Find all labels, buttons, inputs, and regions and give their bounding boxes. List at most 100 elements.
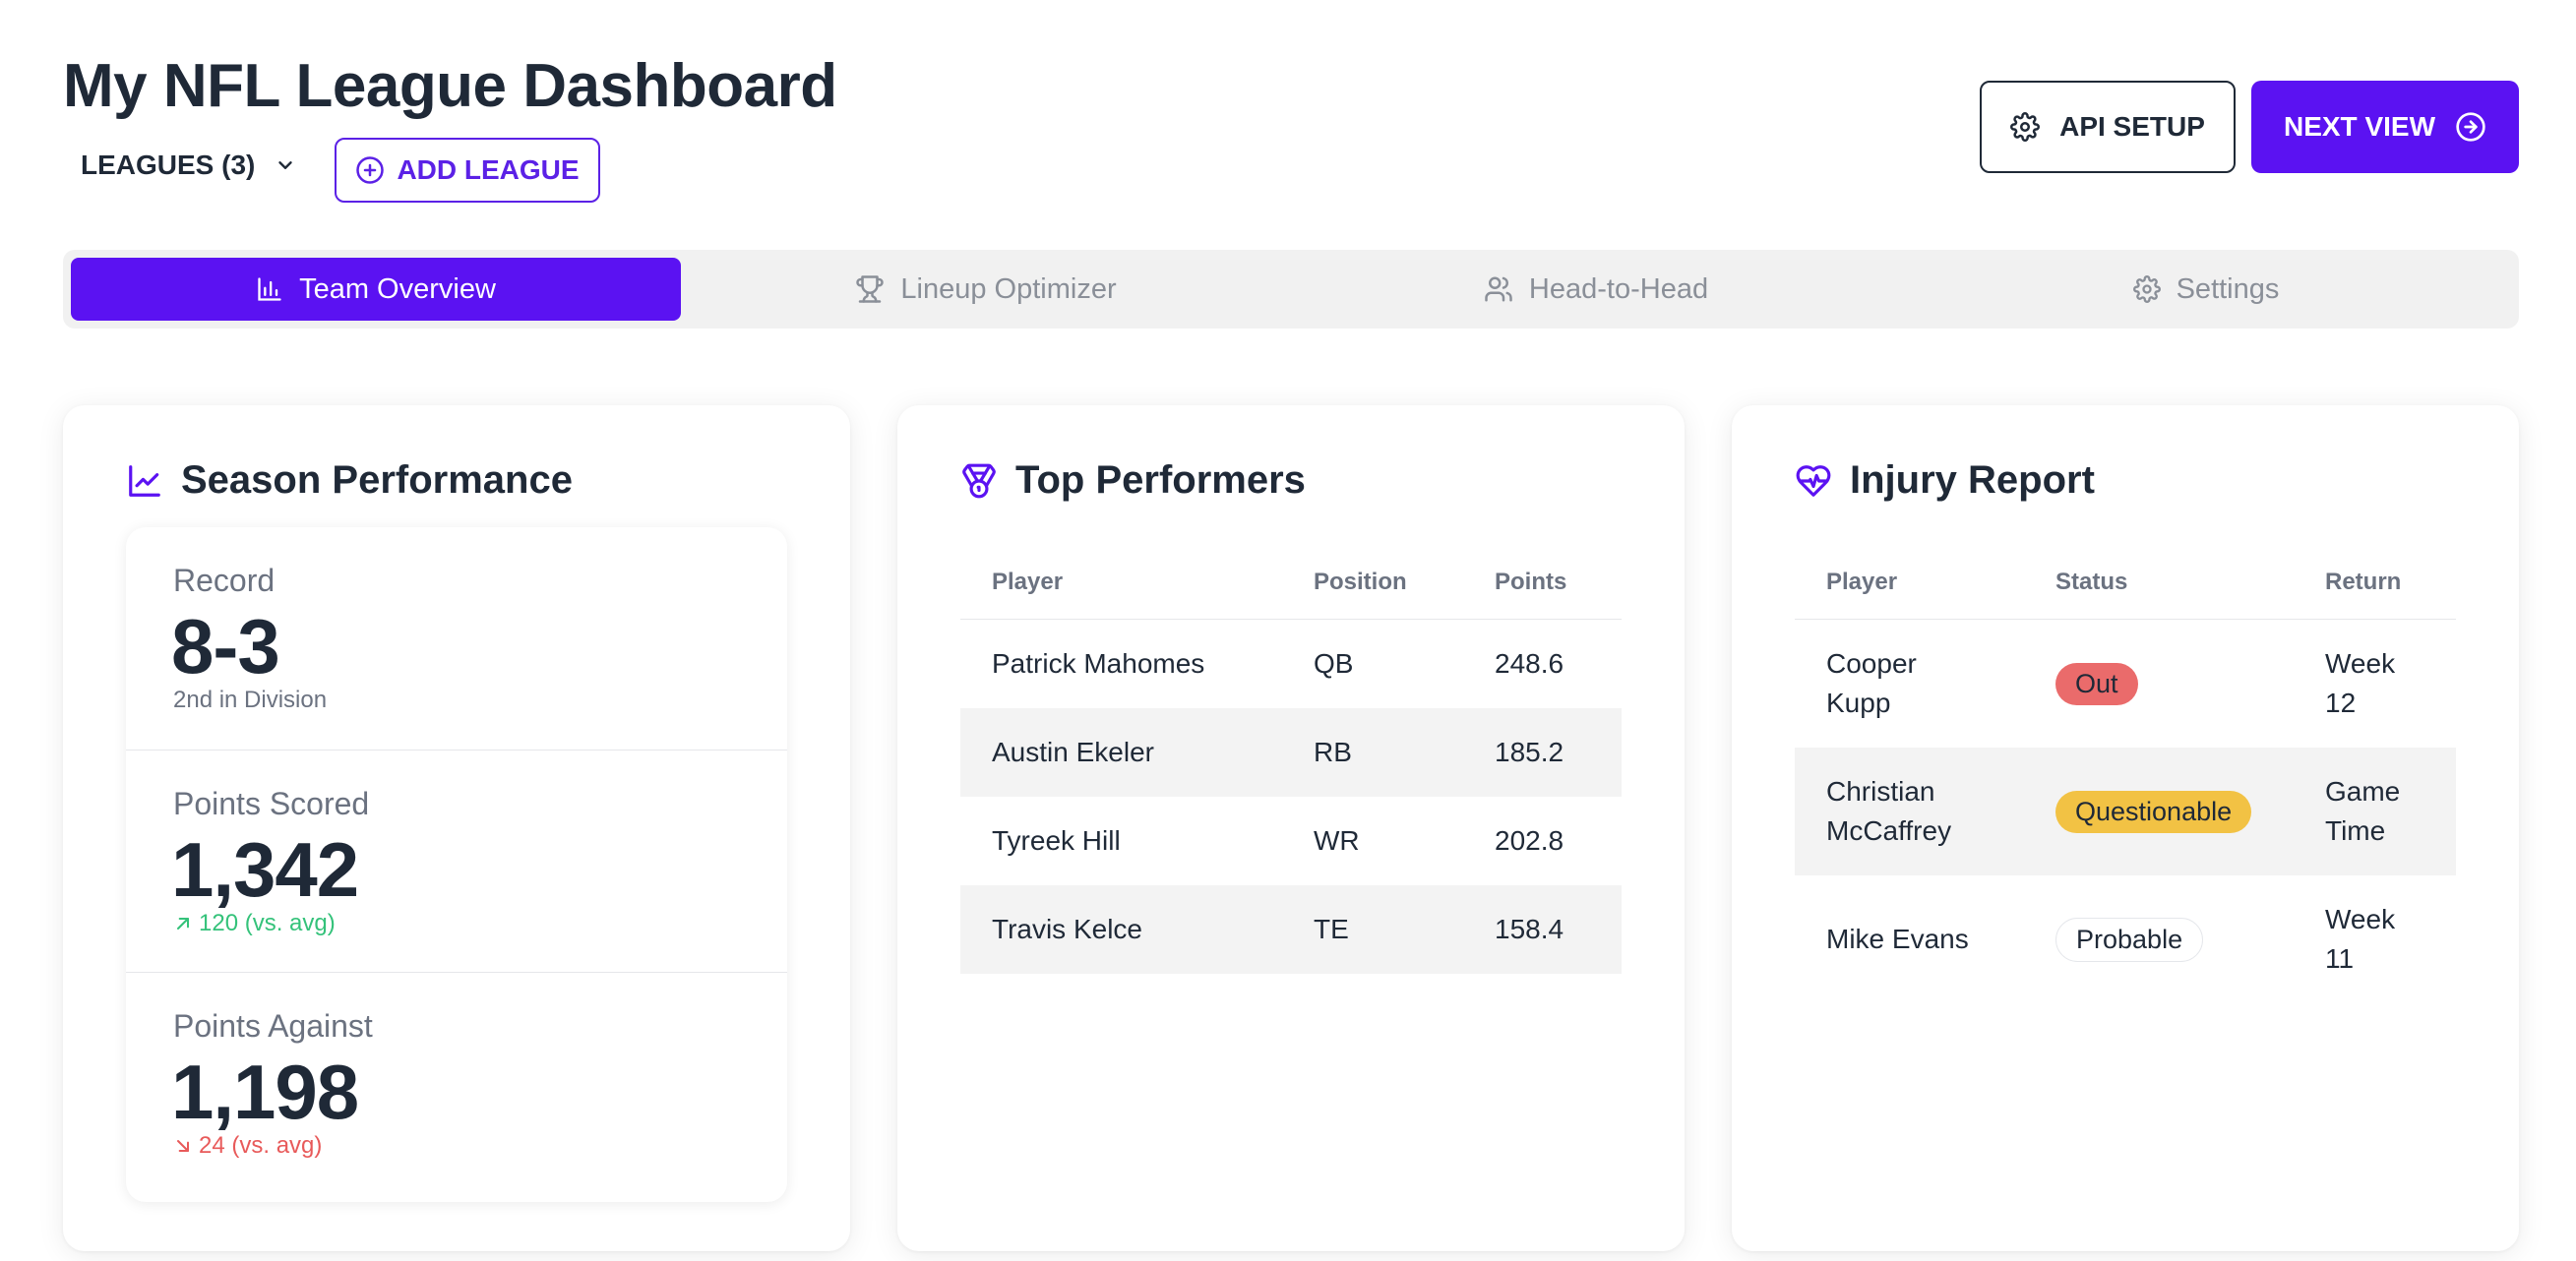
player-name: Patrick Mahomes bbox=[992, 648, 1205, 679]
column-header: Return bbox=[2325, 568, 2402, 595]
column-header: Points bbox=[1495, 568, 1567, 595]
player-position: WR bbox=[1314, 825, 1360, 856]
tab-label: Head-to-Head bbox=[1528, 272, 1709, 305]
api-setup-button[interactable]: API SETUP bbox=[1980, 81, 2236, 173]
status-cell: Out bbox=[2024, 662, 2294, 705]
status-cell: Probable bbox=[2024, 917, 2294, 962]
next-view-button[interactable]: NEXT VIEW bbox=[2251, 81, 2519, 173]
top-performers-table: Player Position Points Patrick Mahomes Q… bbox=[960, 545, 1622, 974]
player-name: Mike Evans bbox=[1795, 920, 2024, 959]
points-against-stat: Points Against 1,198 24 (vs. avg) bbox=[126, 972, 787, 1194]
table-header: Player Position Points bbox=[960, 545, 1622, 620]
bar-chart-icon bbox=[256, 275, 283, 303]
season-performance-card: Season Performance Record 8-3 2nd in Div… bbox=[63, 405, 850, 1251]
return-second-line: Time bbox=[2325, 815, 2386, 846]
status-cell: Questionable bbox=[2024, 790, 2294, 833]
return-first-line: Week bbox=[2325, 648, 2396, 679]
player-points: 248.6 bbox=[1495, 648, 1564, 679]
points-against-label: Points Against bbox=[173, 1008, 373, 1044]
return-second-line: 12 bbox=[2325, 688, 2357, 718]
tab-settings[interactable]: Settings bbox=[1901, 258, 2511, 321]
player-position: QB bbox=[1314, 648, 1354, 679]
player-first-line: Christian bbox=[1826, 776, 1935, 807]
add-league-button[interactable]: ADD LEAGUE bbox=[335, 138, 600, 203]
users-icon bbox=[1484, 274, 1513, 304]
table-row: Christian McCaffrey Questionable Game Ti… bbox=[1795, 748, 2456, 875]
return-first-line: Week bbox=[2325, 904, 2396, 934]
injury-report-table: Player Status Return Cooper Kupp Out Wee… bbox=[1795, 545, 2456, 1003]
player-name: Christian McCaffrey bbox=[1795, 772, 2024, 851]
table-row: Tyreek Hill WR 202.8 bbox=[960, 797, 1622, 885]
top-performers-card: Top Performers Player Position Points Pa… bbox=[897, 405, 1685, 1251]
return-cell: Week 12 bbox=[2294, 644, 2456, 723]
record-sub: 2nd in Division bbox=[173, 687, 328, 713]
heart-pulse-icon bbox=[1795, 462, 1832, 500]
tab-bar: Team Overview Lineup Optimizer Head-to-H… bbox=[63, 250, 2519, 329]
tab-team-overview[interactable]: Team Overview bbox=[71, 258, 681, 321]
player-position: TE bbox=[1314, 914, 1349, 944]
player-second-line: Kupp bbox=[1826, 688, 1891, 718]
page-title: My NFL League Dashboard bbox=[63, 52, 837, 120]
points-scored-trend: 120 (vs. avg) bbox=[173, 910, 336, 937]
return-second-line: 11 bbox=[2325, 943, 2355, 974]
points-against-trend: 24 (vs. avg) bbox=[173, 1132, 322, 1160]
card-title: Injury Report bbox=[1850, 458, 2095, 502]
gear-icon bbox=[2132, 275, 2161, 303]
tab-head-to-head[interactable]: Head-to-Head bbox=[1291, 258, 1901, 321]
player-first-line: Mike Evans bbox=[1826, 924, 1969, 954]
arrow-up-right-icon bbox=[173, 914, 193, 933]
player-name: Travis Kelce bbox=[992, 914, 1143, 944]
column-header: Player bbox=[1826, 568, 1898, 595]
player-position: RB bbox=[1314, 737, 1352, 767]
tab-label: Team Overview bbox=[299, 272, 496, 305]
card-header: Top Performers bbox=[960, 458, 1306, 503]
add-league-label: ADD LEAGUE bbox=[397, 154, 580, 185]
player-second-line: McCaffrey bbox=[1826, 815, 1952, 846]
player-name: Tyreek Hill bbox=[992, 825, 1121, 856]
player-name: Cooper Kupp bbox=[1795, 644, 2024, 723]
arrow-down-right-icon bbox=[173, 1136, 193, 1156]
table-header: Player Status Return bbox=[1795, 545, 2456, 620]
line-chart-icon bbox=[126, 462, 163, 500]
return-first-line: Game bbox=[2325, 776, 2401, 807]
season-stats: Record 8-3 2nd in Division Points Scored… bbox=[126, 527, 787, 1202]
column-header: Position bbox=[1314, 568, 1407, 595]
points-against-value: 1,198 bbox=[171, 1049, 359, 1135]
tab-label: Settings bbox=[2176, 272, 2280, 305]
api-setup-label: API SETUP bbox=[2059, 111, 2205, 142]
card-header: Injury Report bbox=[1795, 458, 2095, 503]
chevron-down-icon bbox=[275, 154, 296, 176]
points-scored-value: 1,342 bbox=[171, 826, 359, 913]
record-value: 8-3 bbox=[171, 603, 280, 690]
status-badge: Probable bbox=[2055, 917, 2204, 962]
return-cell: Game Time bbox=[2294, 772, 2456, 851]
plus-circle-icon bbox=[355, 155, 385, 185]
arrow-right-circle-icon bbox=[2455, 111, 2486, 143]
points-scored-stat: Points Scored 1,342 120 (vs. avg) bbox=[126, 750, 787, 972]
tab-lineup-optimizer[interactable]: Lineup Optimizer bbox=[681, 258, 1291, 321]
card-header: Season Performance bbox=[126, 458, 573, 503]
next-view-label: NEXT VIEW bbox=[2283, 111, 2435, 142]
points-against-sub: 24 (vs. avg) bbox=[199, 1132, 323, 1159]
leagues-dropdown[interactable]: LEAGUES (3) bbox=[81, 150, 296, 181]
medal-icon bbox=[960, 462, 998, 500]
tab-label: Lineup Optimizer bbox=[900, 272, 1117, 305]
card-title: Season Performance bbox=[181, 458, 573, 502]
column-header: Status bbox=[2055, 568, 2128, 595]
status-badge: Out bbox=[2055, 662, 2138, 705]
player-points: 185.2 bbox=[1495, 737, 1564, 767]
points-scored-label: Points Scored bbox=[173, 786, 370, 821]
player-first-line: Cooper bbox=[1826, 648, 1917, 679]
column-header: Player bbox=[992, 568, 1064, 595]
record-stat: Record 8-3 2nd in Division bbox=[126, 527, 787, 750]
player-points: 158.4 bbox=[1495, 914, 1564, 944]
table-row: Cooper Kupp Out Week 12 bbox=[1795, 620, 2456, 748]
record-label: Record bbox=[173, 563, 276, 598]
injury-report-card: Injury Report Player Status Return Coope… bbox=[1732, 405, 2519, 1251]
points-scored-sub: 120 (vs. avg) bbox=[199, 910, 336, 936]
player-points: 202.8 bbox=[1495, 825, 1564, 856]
gear-icon bbox=[2010, 112, 2041, 142]
table-row: Austin Ekeler RB 185.2 bbox=[960, 708, 1622, 797]
trophy-icon bbox=[855, 274, 885, 304]
